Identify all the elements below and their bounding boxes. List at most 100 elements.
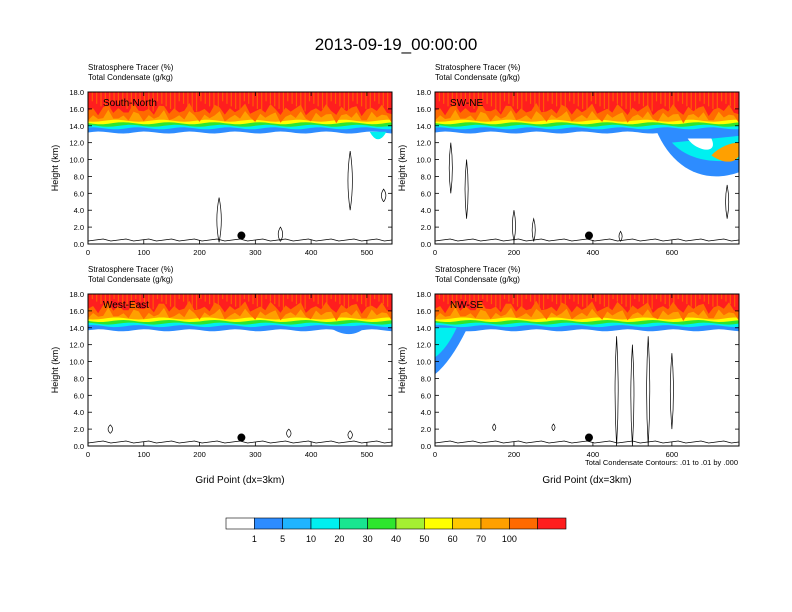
y-tick-label: 4.0 xyxy=(421,408,431,417)
y-tick-label: 4.0 xyxy=(421,206,431,215)
y-tick-label: 6.0 xyxy=(74,391,84,400)
panel-nw-se: 0.0 2.0 4.0 6.0 8.0 10.0 12.0 14.0 16.0 18.0 0 200 4… xyxy=(397,265,740,486)
tracer-core xyxy=(711,142,739,162)
x-tick-label: 0 xyxy=(86,450,90,459)
x-tick-label: 100 xyxy=(138,450,151,459)
y-axis-label: Height (km) xyxy=(397,145,407,192)
tracer-intrusion xyxy=(435,327,457,358)
colorbar-swatch xyxy=(395,517,425,530)
x-tick-label: 500 xyxy=(361,450,374,459)
y-tick-label: 16.0 xyxy=(416,307,431,316)
plot-frame xyxy=(434,91,740,245)
condensate-contour xyxy=(381,188,387,202)
y-tick-label: 18.0 xyxy=(416,290,431,299)
panel-west-east: 0.0 2.0 4.0 6.0 8.0 10.0 12.0 14.0 16.0 18.0 0 100 2… xyxy=(50,265,393,486)
colorbar-label: 20 xyxy=(334,534,344,544)
y-tick-label: 16.0 xyxy=(416,105,431,114)
x-tick-label: 600 xyxy=(666,248,679,257)
subtitle-condensate: Total Condensate (g/kg) xyxy=(435,73,520,82)
condensate-contour xyxy=(630,344,635,446)
plot-area xyxy=(88,92,392,244)
colorbar-swatch xyxy=(367,517,397,530)
colorbar-label: 5 xyxy=(280,534,285,544)
y-tick-label: 6.0 xyxy=(421,391,431,400)
x-axis-label: Grid Point (dx=3km) xyxy=(542,475,631,486)
y-axis-label: Height (km) xyxy=(50,347,60,394)
colorbar-label: 40 xyxy=(391,534,401,544)
colorbar-label: 10 xyxy=(306,534,316,544)
condensate-contour xyxy=(216,197,222,243)
colorbar-swatch xyxy=(254,517,283,530)
plot-frame xyxy=(434,293,740,447)
y-tick-label: 6.0 xyxy=(74,189,84,198)
subtitle-tracer: Stratosphere Tracer (%) xyxy=(435,63,521,72)
y-tick-label: 18.0 xyxy=(69,88,84,97)
tracer-dip xyxy=(327,326,367,335)
x-tick-label: 400 xyxy=(305,450,318,459)
plot-frame xyxy=(87,293,393,447)
y-tick-label: 16.0 xyxy=(69,105,84,114)
x-tick-label: 0 xyxy=(433,450,437,459)
x-tick-label: 400 xyxy=(587,450,600,459)
condensate-contour xyxy=(464,159,469,219)
colorbar-swatch xyxy=(509,517,538,530)
x-tick-label: 0 xyxy=(86,248,90,257)
condensate-contour xyxy=(492,423,497,432)
y-tick-label: 8.0 xyxy=(74,374,84,383)
x-tick-label: 300 xyxy=(249,450,262,459)
x-tick-label: 200 xyxy=(508,248,521,257)
y-tick-label: 16.0 xyxy=(69,307,84,316)
subtitle-condensate: Total Condensate (g/kg) xyxy=(88,275,173,284)
y-tick-label: 2.0 xyxy=(421,425,431,434)
y-tick-label: 14.0 xyxy=(69,122,84,131)
figure-title: 2013-09-19_00:00:00 xyxy=(315,35,478,54)
x-axis-label: Grid Point (dx=3km) xyxy=(195,475,284,486)
tracer-dip xyxy=(369,131,387,140)
x-tick-label: 400 xyxy=(305,248,318,257)
colorbar-label: 70 xyxy=(476,534,486,544)
y-tick-label: 18.0 xyxy=(69,290,84,299)
y-tick-label: 2.0 xyxy=(74,223,84,232)
y-tick-label: 0.0 xyxy=(421,240,431,249)
y-tick-label: 14.0 xyxy=(69,324,84,333)
colorbar-swatch xyxy=(282,517,312,530)
panel-label: SW-NE xyxy=(450,98,483,109)
condensate-contour xyxy=(277,226,284,242)
colorbar-swatch xyxy=(537,517,567,530)
y-tick-label: 6.0 xyxy=(421,189,431,198)
y-tick-label: 10.0 xyxy=(69,156,84,165)
condensate-contour xyxy=(448,142,453,194)
colorbar-swatch xyxy=(310,517,340,530)
plot-area xyxy=(435,92,739,244)
condensate-contour xyxy=(669,353,674,430)
condensate-contour xyxy=(107,424,113,434)
colorbar-swatch xyxy=(452,517,482,530)
x-tick-label: 200 xyxy=(508,450,521,459)
x-tick-label: 500 xyxy=(361,248,374,257)
panel-label: South-North xyxy=(103,98,157,109)
y-tick-label: 12.0 xyxy=(69,341,84,350)
y-tick-label: 14.0 xyxy=(416,324,431,333)
location-marker xyxy=(237,231,246,240)
subtitle-tracer: Stratosphere Tracer (%) xyxy=(88,63,174,72)
panel-sw-ne: 0.0 2.0 4.0 6.0 8.0 10.0 12.0 14.0 16.0 18.0 0 200 4… xyxy=(397,63,740,257)
condensate-contour xyxy=(347,430,353,440)
colorbar-label: 50 xyxy=(419,534,429,544)
condensate-contour xyxy=(347,151,353,211)
colorbar-label: 30 xyxy=(363,534,373,544)
x-tick-label: 400 xyxy=(587,248,600,257)
y-tick-label: 10.0 xyxy=(69,358,84,367)
panel-south-north: 0.0 2.0 4.0 6.0 8.0 10.0 12.0 14.0 16.0 18.0 0 100 2… xyxy=(50,63,393,257)
subtitle-tracer: Stratosphere Tracer (%) xyxy=(435,265,521,274)
condensate-contour xyxy=(646,336,651,446)
subtitle-condensate: Total Condensate (g/kg) xyxy=(88,73,173,82)
panel-label: West-East xyxy=(103,300,149,311)
x-tick-label: 300 xyxy=(249,248,262,257)
tracer-hole xyxy=(687,138,713,150)
y-tick-label: 12.0 xyxy=(416,341,431,350)
plot-area xyxy=(435,294,739,446)
y-tick-label: 4.0 xyxy=(74,408,84,417)
y-tick-label: 12.0 xyxy=(69,139,84,148)
location-marker xyxy=(584,231,593,240)
